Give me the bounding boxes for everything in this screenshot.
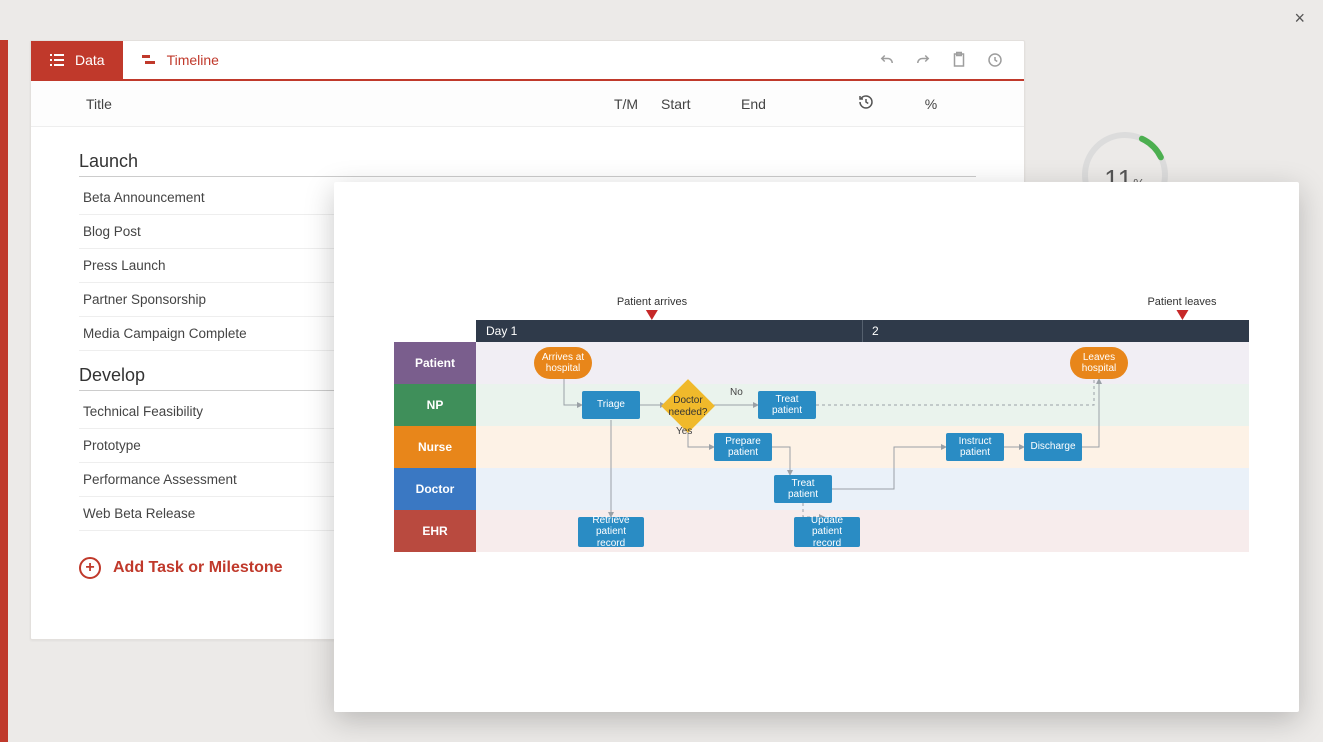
diagram-node: Triage [582, 391, 640, 419]
diagram-node: Discharge [1024, 433, 1082, 461]
timeline-icon [141, 52, 157, 68]
col-duration [831, 93, 901, 114]
list-icon [49, 52, 65, 68]
clock-icon[interactable] [986, 51, 1004, 69]
history-icon [857, 93, 875, 111]
swimlane-label: EHR [394, 510, 476, 552]
timeline-header: Day 12 [476, 320, 1249, 342]
topbar: Data Timeline [31, 41, 1024, 81]
swimlane-row: NP [394, 384, 1249, 426]
timeline-marker: Patient arrives [617, 296, 687, 320]
undo-icon[interactable] [878, 51, 896, 69]
tab-data[interactable]: Data [31, 41, 123, 79]
swimlane-label: Nurse [394, 426, 476, 468]
swimlane-row: Nurse [394, 426, 1249, 468]
swimlane-body [476, 426, 1249, 468]
edge-label: Yes [676, 426, 692, 437]
col-tm: T/M [591, 96, 661, 112]
tab-timeline[interactable]: Timeline [123, 41, 237, 79]
swimlane-overlay: Patient arrives Patient leavesDay 12Patie… [334, 182, 1299, 712]
diagram-node: Leaves hospital [1070, 347, 1128, 379]
diagram-node: Instruct patient [946, 433, 1004, 461]
diagram-node: Update patient record [794, 517, 860, 547]
add-task-button[interactable]: + [79, 557, 101, 579]
tab-data-label: Data [75, 52, 105, 68]
swimlane-label: NP [394, 384, 476, 426]
clipboard-icon[interactable] [950, 51, 968, 69]
timeline-marker: Patient leaves [1147, 296, 1216, 320]
redo-icon[interactable] [914, 51, 932, 69]
swimlane-diagram: Patient arrives Patient leavesDay 12Patie… [394, 292, 1249, 652]
diagram-node: Arrives at hospital [534, 347, 592, 379]
diagram-node: Treat patient [758, 391, 816, 419]
swimlane-body [476, 468, 1249, 510]
col-title: Title [31, 96, 591, 112]
accent-bar [0, 40, 8, 742]
edge-label: No [730, 387, 743, 398]
diagram-node: Treat patient [774, 475, 832, 503]
group-header[interactable]: Launch [79, 151, 976, 177]
diagram-node: Prepare patient [714, 433, 772, 461]
toolbar [878, 41, 1024, 79]
col-start: Start [661, 96, 741, 112]
column-headers: Title T/M Start End % [31, 81, 1024, 127]
diagram-node: Retrieve patient record [578, 517, 644, 547]
swimlane-label: Patient [394, 342, 476, 384]
swimlane-label: Doctor [394, 468, 476, 510]
col-end: End [741, 96, 831, 112]
close-icon[interactable]: × [1294, 8, 1305, 29]
tab-timeline-label: Timeline [167, 52, 219, 68]
add-task-label[interactable]: Add Task or Milestone [113, 559, 283, 577]
col-percent: % [901, 96, 961, 112]
